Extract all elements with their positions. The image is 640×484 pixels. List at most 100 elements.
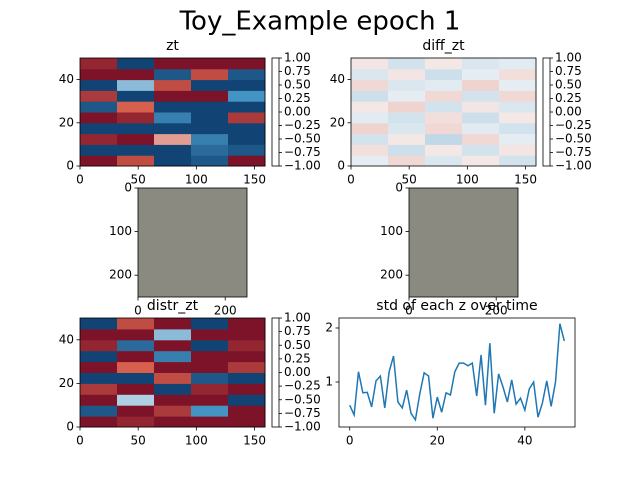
heatmap-cell [388, 133, 426, 145]
heatmap-cell [228, 155, 266, 167]
heatmap-cell [191, 79, 229, 91]
heatmap-cell [388, 155, 426, 167]
heatmap-cell [154, 101, 192, 113]
colorbar-tick-label: 0.25 [284, 351, 311, 365]
heatmap-cell [462, 101, 500, 113]
heatmap-cell [191, 112, 229, 124]
heatmap-cell [80, 394, 118, 406]
heatmap-cell [80, 405, 118, 417]
heatmap-cell [117, 144, 155, 156]
heatmap-cell [117, 372, 155, 384]
heatmap-cell [499, 101, 537, 113]
heatmap-cell [154, 394, 192, 406]
heatmap-cell [388, 58, 426, 70]
heatmap-cell [228, 68, 266, 81]
heatmap-cell [228, 79, 266, 91]
x-tick-label: 0 [76, 173, 84, 187]
heatmap-cell [462, 155, 500, 167]
heatmap-cell [80, 144, 118, 156]
colorbar [271, 57, 280, 167]
y-tick-label: 40 [59, 72, 74, 86]
heatmap-cell [117, 350, 155, 363]
axes-title: diff_zt [422, 38, 465, 54]
heatmap-cell [117, 339, 155, 352]
x-tick-label: 50 [131, 173, 146, 187]
heatmap-cell [425, 68, 463, 81]
heatmap-cell [80, 318, 118, 330]
heatmap-cell [191, 318, 229, 330]
heatmap-cell [80, 339, 118, 352]
heatmap-cell [425, 155, 463, 167]
heatmap-cell [351, 112, 389, 124]
heatmap-cell [499, 133, 537, 145]
heatmap-cell [191, 133, 229, 145]
heatmap-cell [191, 101, 229, 113]
heatmap-cell [191, 155, 229, 167]
colorbar-tick-label: −0.25 [284, 379, 321, 393]
heatmap-cell [228, 122, 266, 135]
axes-frame [338, 317, 576, 428]
heatmap-cell [117, 416, 155, 428]
heatmap-cell [462, 133, 500, 145]
heatmap-cell [80, 112, 118, 124]
axes-frame [137, 187, 248, 298]
heatmap-cell [228, 339, 266, 352]
x-tick-label: 20 [430, 434, 445, 448]
heatmap-cell [80, 68, 118, 81]
heatmap-cell [388, 68, 426, 81]
heatmap-cell [80, 383, 118, 395]
colorbar-tick-label: −0.50 [284, 392, 321, 406]
x-tick-label: 50 [402, 173, 417, 187]
heatmap-cell [228, 394, 266, 406]
heatmap-cell [191, 328, 229, 341]
heatmap-cell [351, 79, 389, 91]
axes-title: distr_zt [147, 298, 199, 314]
heatmap-cell [154, 383, 192, 395]
x-tick-label: 150 [514, 173, 537, 187]
heatmap-cell [462, 90, 500, 102]
colorbar-tick-label: 1.00 [284, 51, 311, 65]
x-tick-label: 50 [131, 434, 146, 448]
colorbar-tick-label: 0.00 [284, 105, 311, 119]
heatmap-cell [154, 122, 192, 135]
heatmap-cell [228, 405, 266, 417]
heatmap-cell [117, 58, 155, 70]
x-tick-label: 150 [243, 434, 266, 448]
colorbar-tick-label: 0.25 [555, 91, 582, 105]
heatmap-cell [117, 318, 155, 330]
heatmap-cell [499, 79, 537, 91]
colorbar-tick-label: 0.50 [555, 78, 582, 92]
colorbar-tick-label: 0.00 [555, 105, 582, 119]
heatmap-cell [154, 68, 192, 81]
colorbar-tick-label: 0.00 [284, 365, 311, 379]
heatmap-cell [80, 372, 118, 384]
heatmap-cell [191, 383, 229, 395]
axes-frame [350, 57, 537, 167]
heatmap-cell [80, 361, 118, 373]
y-tick-label: 40 [330, 72, 345, 86]
heatmap-cell [191, 405, 229, 417]
heatmap-cell [499, 122, 537, 135]
image [138, 188, 247, 297]
heatmap-cell [154, 318, 192, 330]
heatmap-cell [228, 58, 266, 70]
heatmap-cell [154, 112, 192, 124]
heatmap-cell [80, 122, 118, 135]
heatmap-cell [117, 101, 155, 113]
heatmap-cell [80, 101, 118, 113]
axes-title: zt [166, 38, 179, 54]
heatmap-cell [80, 79, 118, 91]
heatmap-cell [351, 58, 389, 70]
heatmap-cell [191, 68, 229, 81]
heatmap-cell [80, 133, 118, 145]
colorbar-tick-label: −0.50 [284, 132, 321, 146]
x-tick-label: 200 [485, 304, 508, 318]
heatmap-cell [117, 405, 155, 417]
heatmap-cell [191, 58, 229, 70]
heatmap-cell [117, 112, 155, 124]
y-tick-label: 100 [109, 224, 132, 238]
colorbar-tick-label: −0.75 [555, 145, 592, 159]
y-tick-label: 0 [395, 181, 403, 195]
heatmap-cell [351, 122, 389, 135]
heatmap-cell [117, 68, 155, 81]
